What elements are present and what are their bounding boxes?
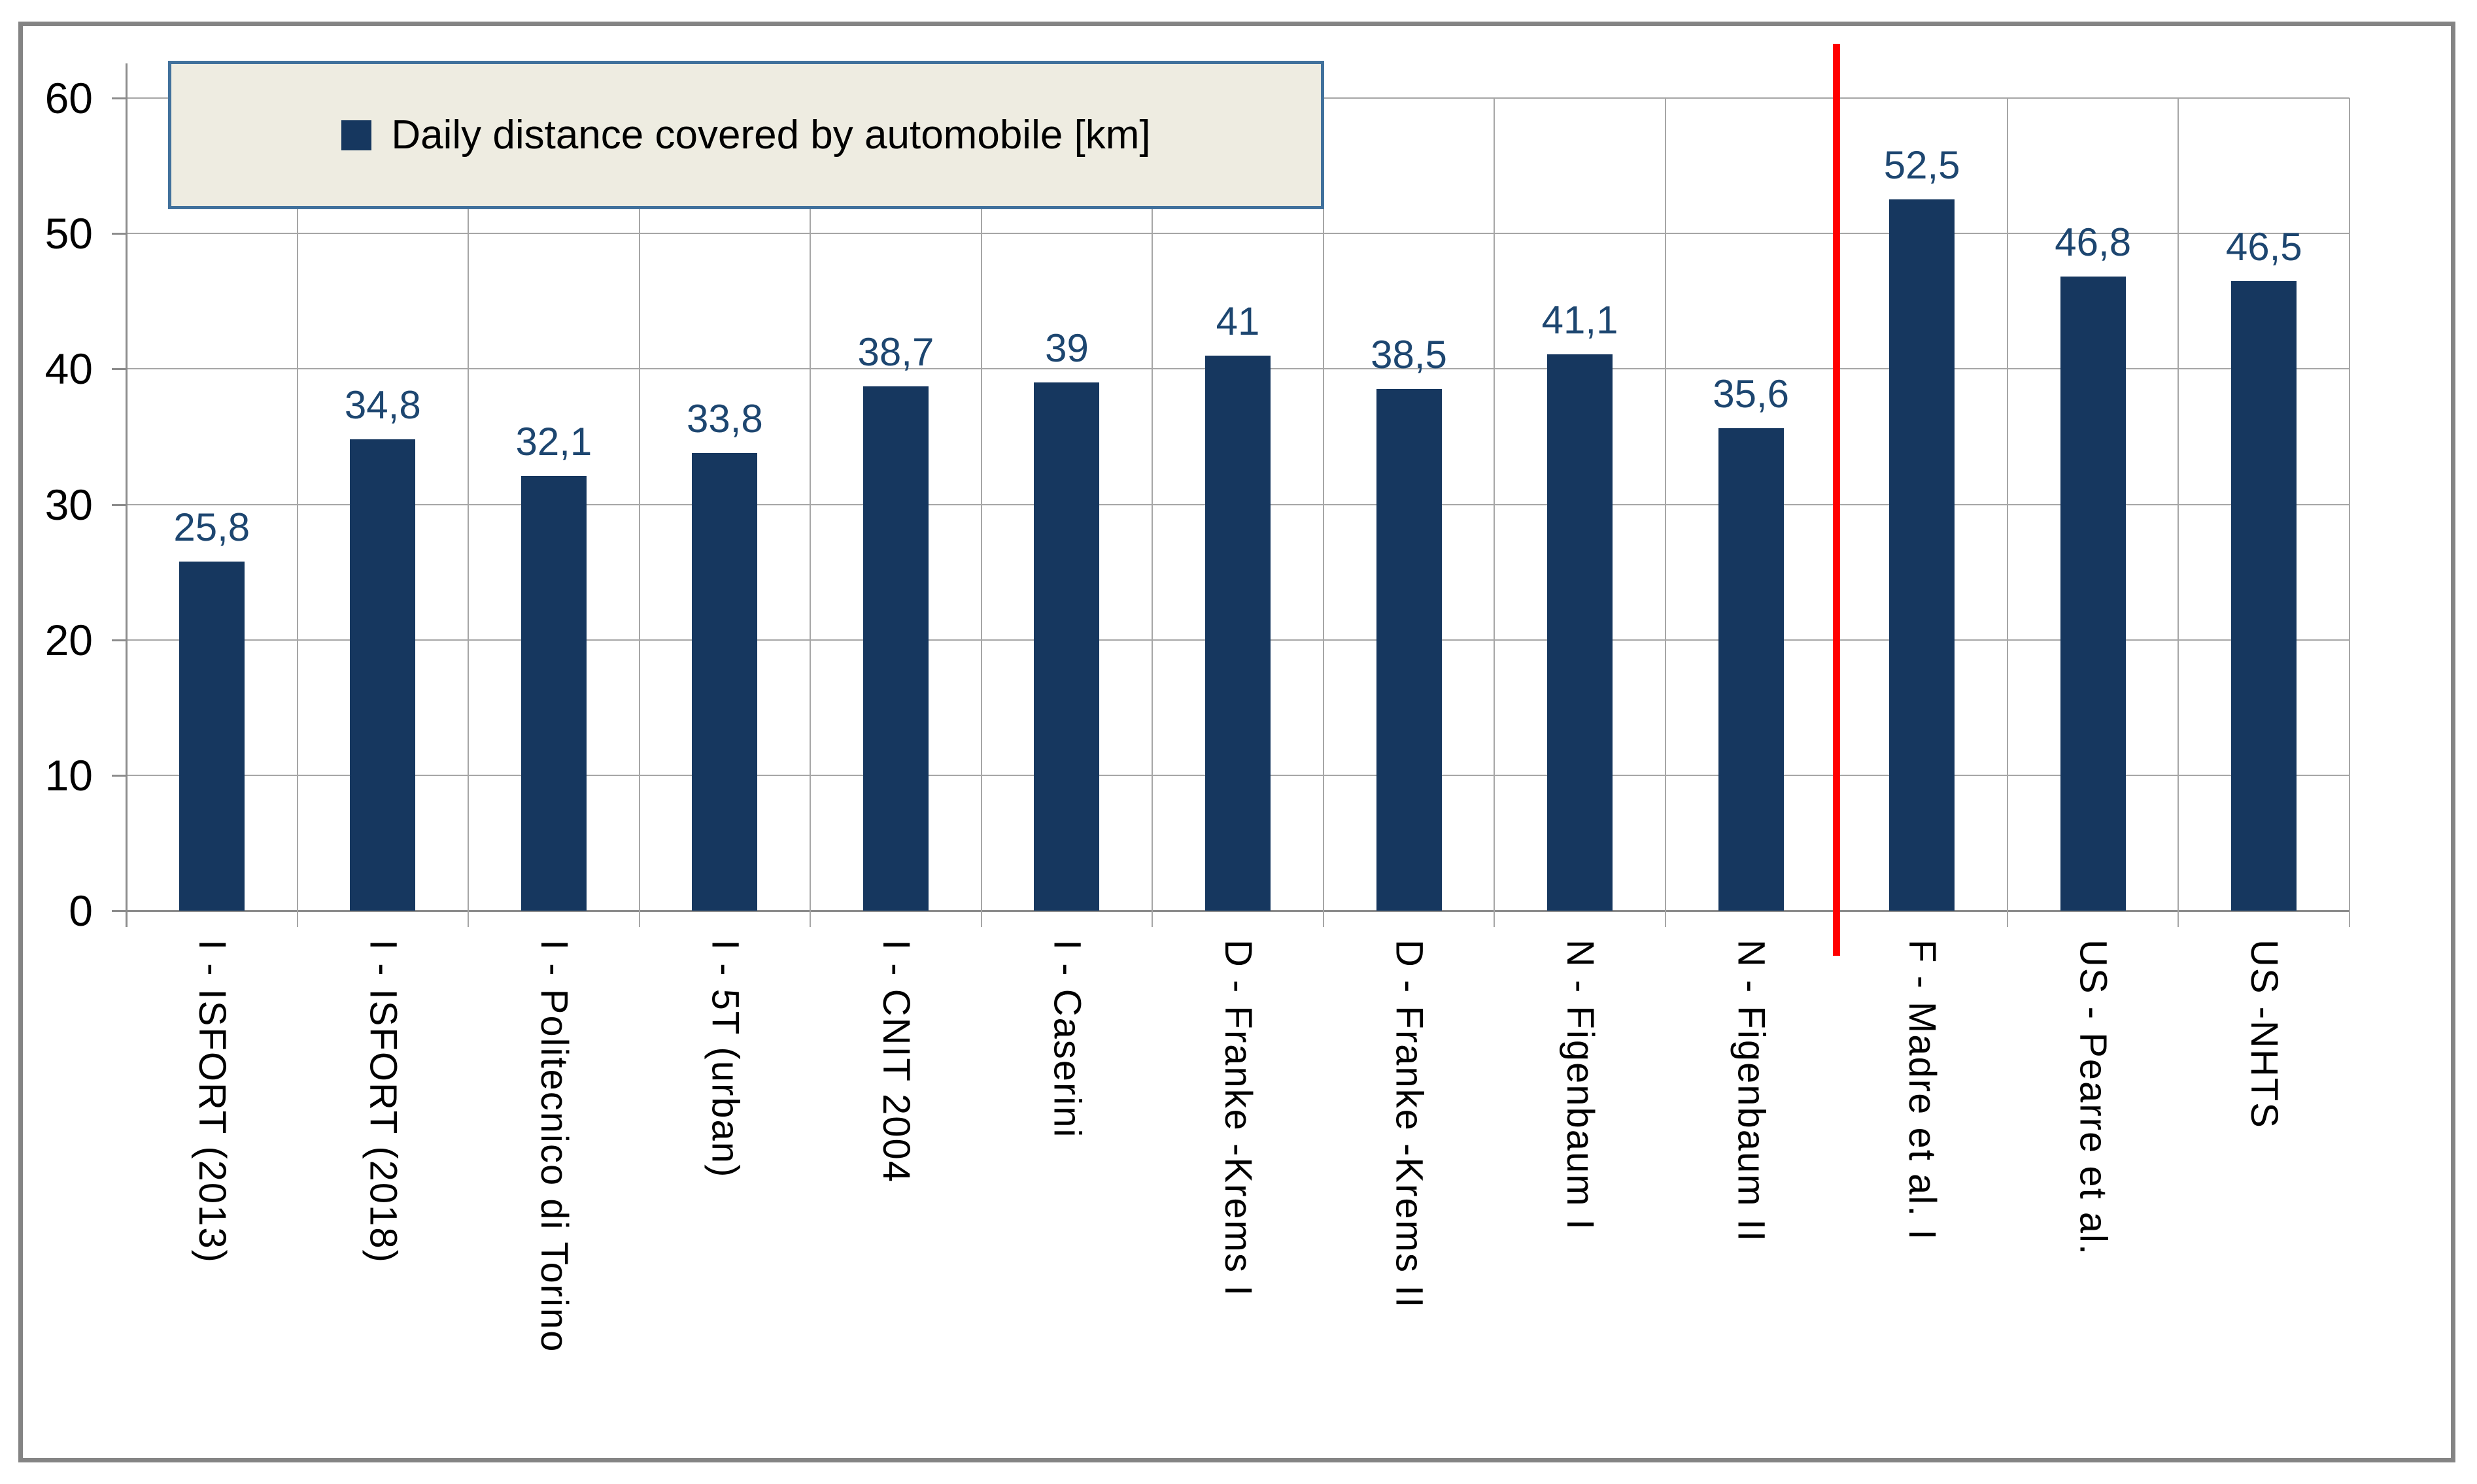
bar [1547,354,1613,911]
category-label: D - Franke -Krems I [1217,939,1259,1298]
bar [350,439,416,911]
x-axis-tick [810,911,811,927]
bar-value-label: 39 [1045,326,1089,371]
bar-value-label: 33,8 [686,396,763,441]
x-axis-tick [2349,911,2350,927]
bar-value-label: 25,8 [173,505,250,549]
category-label: I - 5T (urban) [704,939,747,1179]
gridline-vertical [638,98,640,911]
bar-value-label: 46,5 [2225,224,2302,269]
x-axis-tick [638,911,640,927]
x-axis-tick [296,911,298,927]
bar [1034,382,1100,911]
legend-label: Daily distance covered by automobile [km… [391,112,1151,158]
category-label: I - ISFORT (2013) [190,939,233,1264]
x-axis-tick [1494,911,1495,927]
gridline-vertical [296,98,298,911]
bar [1205,355,1271,911]
gridline-vertical [810,98,811,911]
category-label: US - Pearre et al. [2072,939,2115,1256]
bar-value-label: 41,1 [1541,297,1618,342]
y-axis-tick [112,368,126,371]
gridline-horizontal [126,233,2349,235]
bar [1718,428,1784,911]
gridline-vertical [2349,98,2350,911]
y-tick-label: 30 [44,480,93,529]
y-tick-label: 20 [44,615,93,664]
bar [692,452,758,911]
category-label: I - Politecnico di Torino [532,939,575,1353]
gridline-vertical [1494,98,1495,911]
x-axis-tick [2178,911,2179,927]
x-axis-tick [1322,911,1324,927]
y-axis-tick [112,639,126,641]
category-label: N - Figenbaum I [1559,939,1602,1231]
x-axis-tick [1664,911,1666,927]
y-axis-tick [112,97,126,99]
gridline-vertical [2006,98,2008,911]
category-label: I - CNIT 2004 [874,939,917,1184]
bar-value-label: 52,5 [1883,143,1960,188]
gridline-vertical [1664,98,1666,911]
bar-value-label: 32,1 [515,419,592,464]
bar-value-label: 46,8 [2055,220,2132,265]
bar-value-label: 38,7 [857,330,934,375]
y-tick-label: 50 [44,209,93,258]
y-axis-tick [112,774,126,777]
x-axis-tick [468,911,470,927]
y-axis-line [126,63,128,927]
category-label: F - Madre et al. I [1901,939,1944,1241]
gridline-vertical [980,98,982,911]
y-axis-tick [112,503,126,506]
x-axis-line [126,910,2349,912]
y-tick-label: 60 [44,74,93,122]
bar [1889,199,1955,911]
gridline-vertical [1322,98,1324,911]
bar [863,386,929,911]
gridline-vertical [468,98,470,911]
bar [179,561,245,911]
separator-line [1832,44,1840,956]
y-tick-label: 0 [69,886,93,935]
y-tick-label: 40 [44,345,93,394]
bar-value-label: 38,5 [1371,333,1447,377]
gridline-vertical [1152,98,1153,911]
bar [1376,389,1442,911]
bar-value-label: 41 [1216,299,1260,343]
gridline-vertical [2178,98,2179,911]
y-tick-label: 10 [44,750,93,800]
legend-marker-icon [341,120,372,150]
y-axis-tick [112,910,126,912]
bar-value-label: 35,6 [1713,372,1789,416]
y-axis-tick [112,233,126,235]
bar [2060,277,2126,911]
bar [2231,280,2297,911]
bar [521,475,587,911]
x-axis-tick [2006,911,2008,927]
category-label: US -NHTS [2243,939,2286,1129]
legend: Daily distance covered by automobile [km… [168,61,1324,209]
x-axis-tick [1152,911,1153,927]
category-label: I - Caserini [1046,939,1089,1139]
category-label: N - Figenbaum II [1730,939,1773,1243]
x-axis-tick [980,911,982,927]
category-label: I - ISFORT (2018) [362,939,405,1264]
category-label: D - Franke -Krems II [1388,939,1431,1309]
bar-value-label: 34,8 [344,383,421,428]
